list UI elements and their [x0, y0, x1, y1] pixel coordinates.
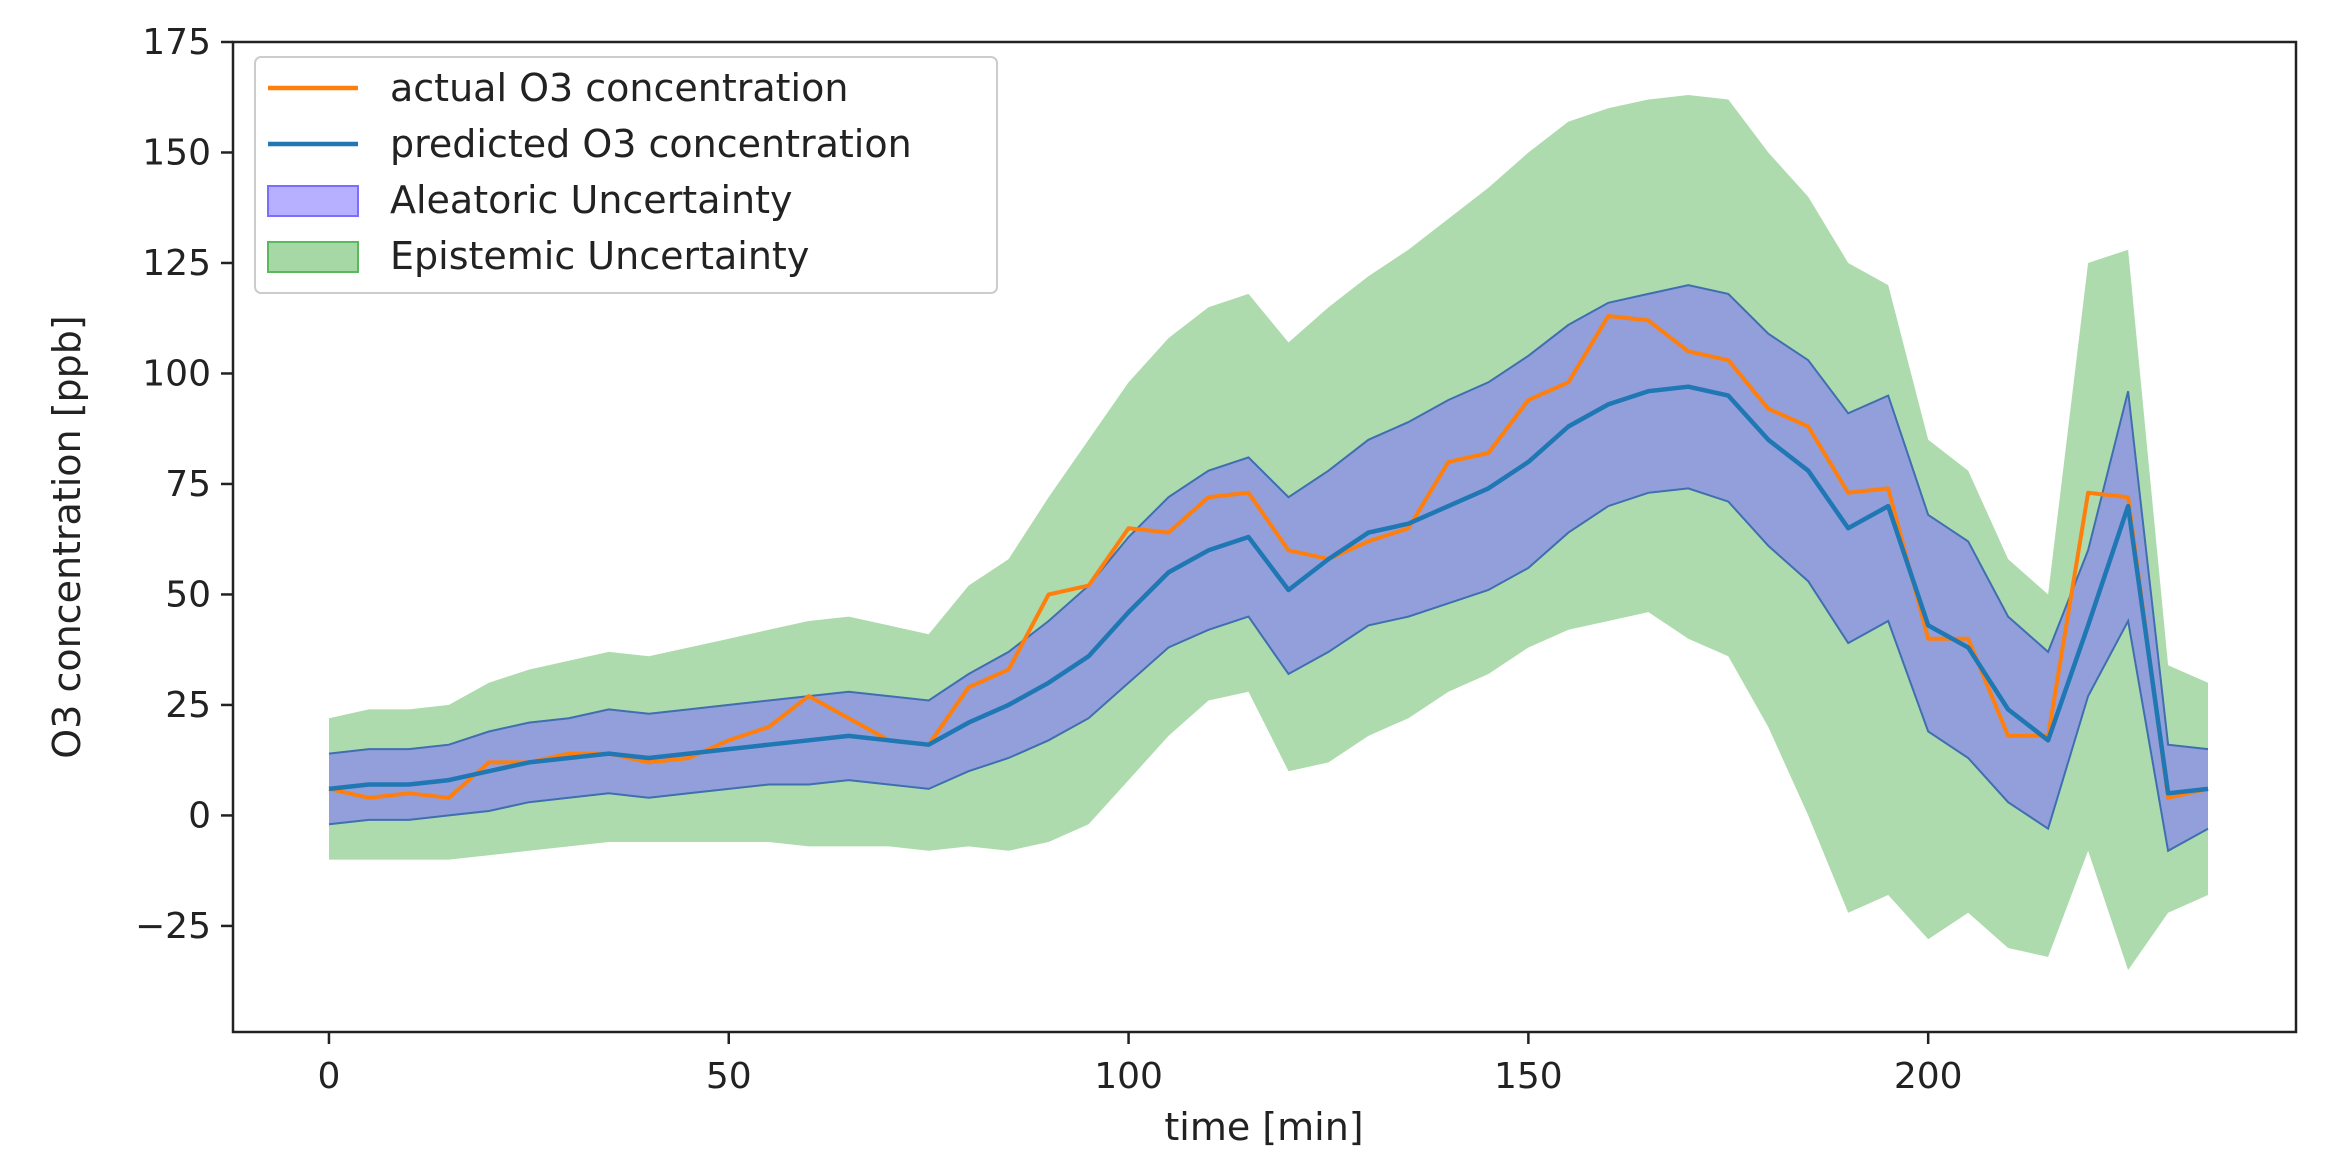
series-lines-layer [328, 314, 2209, 800]
aleatoric-uncertainty-band [329, 285, 2208, 851]
legend-label: actual O3 concentration [390, 66, 848, 110]
plot-area [328, 95, 2209, 971]
predicted-o3-line [328, 384, 2209, 796]
x-tick-label: 150 [1494, 1056, 1563, 1097]
legend-patch-swatch [267, 241, 359, 273]
y-tick-label: 25 [165, 685, 211, 726]
legend-label: predicted O3 concentration [390, 122, 912, 166]
x-tick-label: 100 [1094, 1056, 1163, 1097]
aleatoric-band-layer [328, 284, 2209, 853]
y-axis: 175 150 125 100 75 50 25 0 −25 [135, 22, 233, 947]
aleatoric-uncertainty-band-lower-edge [328, 487, 2209, 853]
actual-o3-line [328, 314, 2209, 800]
legend: actual O3 concentration predicted O3 conc… [254, 56, 998, 294]
y-tick-label: 50 [165, 574, 211, 615]
y-tick-label: 125 [142, 243, 211, 284]
y-axis-title: O3 concentration [ppb] [45, 315, 89, 758]
x-tick-label: 200 [1894, 1056, 1963, 1097]
y-tick-label: 175 [142, 22, 211, 63]
aleatoric-uncertainty-band-upper-edge [328, 284, 2209, 755]
legend-label: Epistemic Uncertainty [390, 234, 809, 278]
legend-box [254, 56, 998, 294]
y-tick-label: 75 [165, 464, 211, 505]
y-tick-label: 150 [142, 132, 211, 173]
y-tick-label: 0 [188, 795, 211, 836]
legend-label: Aleatoric Uncertainty [390, 178, 793, 222]
x-axis-title: time [min] [1164, 1105, 1363, 1149]
x-tick-label: 0 [318, 1056, 341, 1097]
legend-patch-swatch [267, 185, 359, 217]
x-tick-label: 50 [706, 1056, 752, 1097]
y-tick-label: −25 [135, 906, 211, 947]
x-axis: 0 50 100 150 200 [318, 1032, 1963, 1097]
plot-frame [231, 40, 2298, 1034]
y-tick-label: 100 [142, 353, 211, 394]
